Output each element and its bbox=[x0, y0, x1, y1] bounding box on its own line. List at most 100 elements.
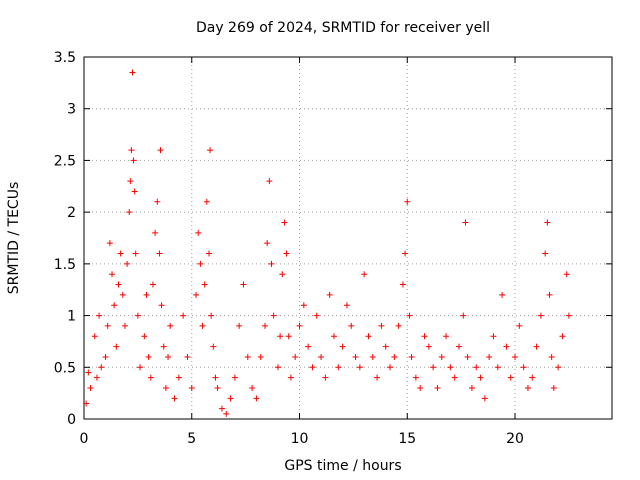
gridlines bbox=[84, 57, 612, 419]
data-point bbox=[218, 405, 225, 412]
x-tick-label: 0 bbox=[80, 431, 89, 447]
data-point bbox=[417, 384, 424, 391]
data-point bbox=[106, 240, 113, 247]
data-point bbox=[134, 312, 141, 319]
data-point bbox=[137, 364, 144, 371]
y-tick-label: 1 bbox=[67, 309, 76, 325]
data-point bbox=[167, 322, 174, 329]
data-point bbox=[270, 312, 277, 319]
x-tick-label: 20 bbox=[506, 431, 524, 447]
data-point bbox=[149, 281, 156, 288]
data-point bbox=[533, 343, 540, 350]
data-point bbox=[300, 302, 307, 309]
data-point bbox=[490, 333, 497, 340]
y-tick-label: 0 bbox=[67, 412, 76, 428]
data-point bbox=[402, 250, 409, 257]
data-point bbox=[132, 250, 139, 257]
data-point bbox=[83, 400, 90, 407]
data-point bbox=[529, 374, 536, 381]
data-point bbox=[468, 384, 475, 391]
y-tick-label: 2 bbox=[67, 205, 76, 221]
data-point bbox=[512, 353, 519, 360]
data-point bbox=[542, 250, 549, 257]
data-point bbox=[231, 374, 238, 381]
y-tick-label: 2.5 bbox=[54, 153, 76, 169]
data-point bbox=[391, 353, 398, 360]
data-point bbox=[524, 384, 531, 391]
data-point bbox=[113, 343, 120, 350]
data-point bbox=[158, 302, 165, 309]
data-point bbox=[111, 302, 118, 309]
data-point bbox=[91, 333, 98, 340]
data-point bbox=[313, 312, 320, 319]
data-point bbox=[387, 364, 394, 371]
data-point bbox=[145, 353, 152, 360]
data-point bbox=[119, 291, 126, 298]
data-point bbox=[240, 281, 247, 288]
data-point bbox=[141, 333, 148, 340]
data-point bbox=[208, 312, 215, 319]
data-point bbox=[171, 395, 178, 402]
y-tick-label: 3 bbox=[67, 102, 76, 118]
data-point bbox=[451, 374, 458, 381]
data-point bbox=[292, 353, 299, 360]
y-tick-label: 3.5 bbox=[54, 50, 76, 66]
data-point bbox=[249, 384, 256, 391]
data-point bbox=[486, 353, 493, 360]
data-point bbox=[477, 374, 484, 381]
data-point bbox=[109, 271, 116, 278]
data-point bbox=[152, 229, 159, 236]
data-point bbox=[253, 395, 260, 402]
data-point bbox=[98, 364, 105, 371]
data-point bbox=[296, 322, 303, 329]
data-point bbox=[124, 260, 131, 267]
data-point bbox=[559, 333, 566, 340]
x-tick-label: 5 bbox=[187, 431, 196, 447]
data-point bbox=[335, 364, 342, 371]
data-point bbox=[507, 374, 514, 381]
data-point bbox=[462, 219, 469, 226]
data-point bbox=[544, 219, 551, 226]
y-axis-label: SRMTID / TECUs bbox=[6, 182, 22, 295]
data-point bbox=[87, 384, 94, 391]
data-point bbox=[550, 384, 557, 391]
data-point bbox=[279, 271, 286, 278]
data-point bbox=[406, 312, 413, 319]
data-point bbox=[121, 322, 128, 329]
data-point bbox=[277, 333, 284, 340]
data-point bbox=[214, 384, 221, 391]
x-axis-label: GPS time / hours bbox=[284, 458, 401, 474]
data-point bbox=[382, 343, 389, 350]
data-point bbox=[268, 260, 275, 267]
data-point bbox=[322, 374, 329, 381]
data-point bbox=[326, 291, 333, 298]
y-tick-label: 1.5 bbox=[54, 257, 76, 273]
data-point bbox=[236, 322, 243, 329]
data-point bbox=[369, 353, 376, 360]
data-point bbox=[188, 384, 195, 391]
data-point bbox=[131, 188, 138, 195]
data-point bbox=[520, 364, 527, 371]
axis-ticks: 0 0.5 1 1.5 2 2.5 3 3.5 0 5 10 15 20 bbox=[54, 50, 612, 447]
data-point bbox=[546, 291, 553, 298]
data-point bbox=[104, 322, 111, 329]
data-point bbox=[309, 364, 316, 371]
data-point bbox=[212, 374, 219, 381]
data-point bbox=[287, 374, 294, 381]
data-point bbox=[285, 333, 292, 340]
data-point bbox=[455, 343, 462, 350]
data-point bbox=[93, 374, 100, 381]
data-point bbox=[210, 343, 217, 350]
data-point bbox=[330, 333, 337, 340]
chart-title: Day 269 of 2024, SRMTID for receiver yel… bbox=[196, 20, 490, 36]
data-point bbox=[343, 302, 350, 309]
data-point bbox=[563, 271, 570, 278]
data-point bbox=[165, 353, 172, 360]
data-point bbox=[227, 395, 234, 402]
data-point bbox=[481, 395, 488, 402]
data-point bbox=[473, 364, 480, 371]
data-point bbox=[117, 250, 124, 257]
x-tick-label: 10 bbox=[291, 431, 309, 447]
data-point bbox=[348, 322, 355, 329]
